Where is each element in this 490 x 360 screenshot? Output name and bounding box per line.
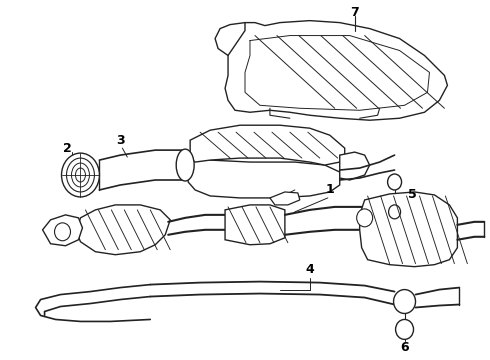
Ellipse shape <box>54 223 71 241</box>
Polygon shape <box>270 192 300 205</box>
Ellipse shape <box>357 209 372 227</box>
Text: 3: 3 <box>116 134 124 147</box>
Polygon shape <box>360 192 457 267</box>
Text: 2: 2 <box>63 141 72 155</box>
Text: 5: 5 <box>408 188 417 202</box>
Ellipse shape <box>176 149 194 181</box>
Text: 6: 6 <box>400 341 409 354</box>
Ellipse shape <box>389 205 400 219</box>
Polygon shape <box>190 125 345 165</box>
Ellipse shape <box>393 289 416 314</box>
Polygon shape <box>188 158 340 198</box>
Ellipse shape <box>67 158 95 192</box>
Polygon shape <box>225 205 285 245</box>
Ellipse shape <box>72 163 90 187</box>
Text: 1: 1 <box>325 184 334 197</box>
Polygon shape <box>225 21 447 120</box>
Text: 7: 7 <box>350 6 359 19</box>
Polygon shape <box>215 23 245 55</box>
Polygon shape <box>43 215 82 246</box>
Text: 4: 4 <box>305 263 314 276</box>
Polygon shape <box>340 152 369 180</box>
Ellipse shape <box>75 168 85 182</box>
Ellipse shape <box>395 319 414 339</box>
Ellipse shape <box>388 174 401 190</box>
Polygon shape <box>76 205 170 255</box>
Ellipse shape <box>62 153 99 197</box>
